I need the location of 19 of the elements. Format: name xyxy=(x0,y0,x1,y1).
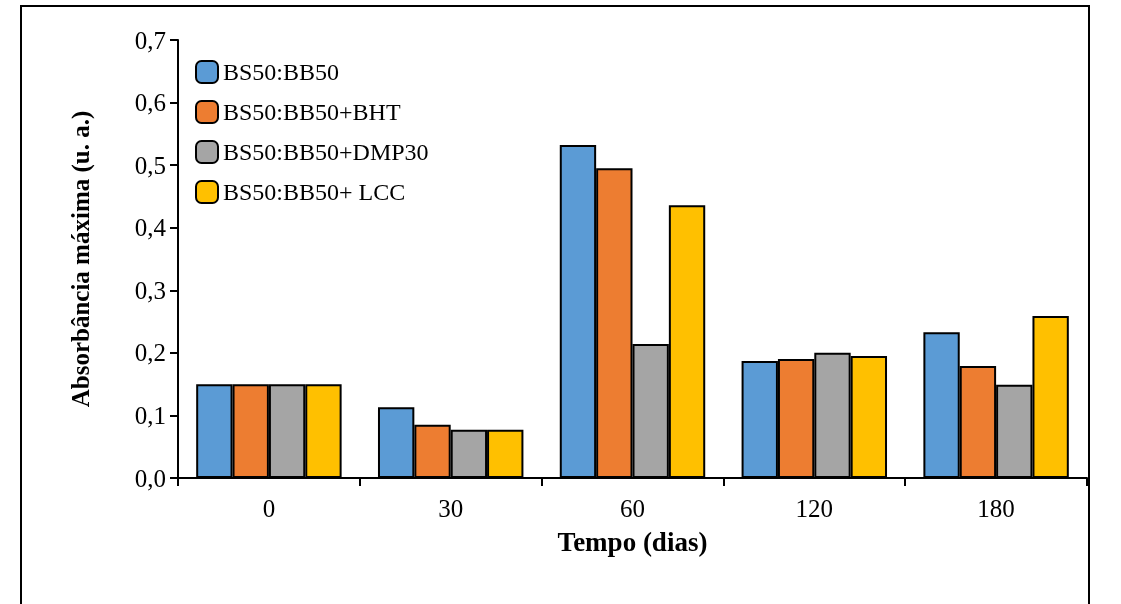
x-tick-label: 120 xyxy=(795,495,834,522)
y-tick-label: 0,6 xyxy=(134,89,166,117)
y-tick-label: 0,2 xyxy=(134,339,166,367)
y-tick-label: 0,1 xyxy=(134,401,166,429)
y-tick-label: 0,4 xyxy=(134,214,167,242)
x-tick-label: 60 xyxy=(620,495,645,522)
y-tick-label: 0,3 xyxy=(134,276,166,304)
y-axis-title: Absorbância máxima (u. a.) xyxy=(67,110,95,408)
legend-label: BS50:BB50+DMP30 xyxy=(223,139,429,165)
y-tick-label: 0,7 xyxy=(134,26,166,54)
x-axis-title: Tempo (dias) xyxy=(557,526,708,557)
y-tick-label: 0,5 xyxy=(134,151,166,179)
legend-label: BS50:BB50 xyxy=(223,59,340,85)
x-tick-label: 30 xyxy=(438,495,464,522)
x-tick-label: 180 xyxy=(977,495,1015,522)
legend-label: BS50:BB50+ LCC xyxy=(223,179,406,205)
x-tick-label: 0 xyxy=(262,495,276,522)
legend-label: BS50:BB50+BHT xyxy=(223,99,401,125)
y-tick-label: 0,0 xyxy=(134,464,166,492)
